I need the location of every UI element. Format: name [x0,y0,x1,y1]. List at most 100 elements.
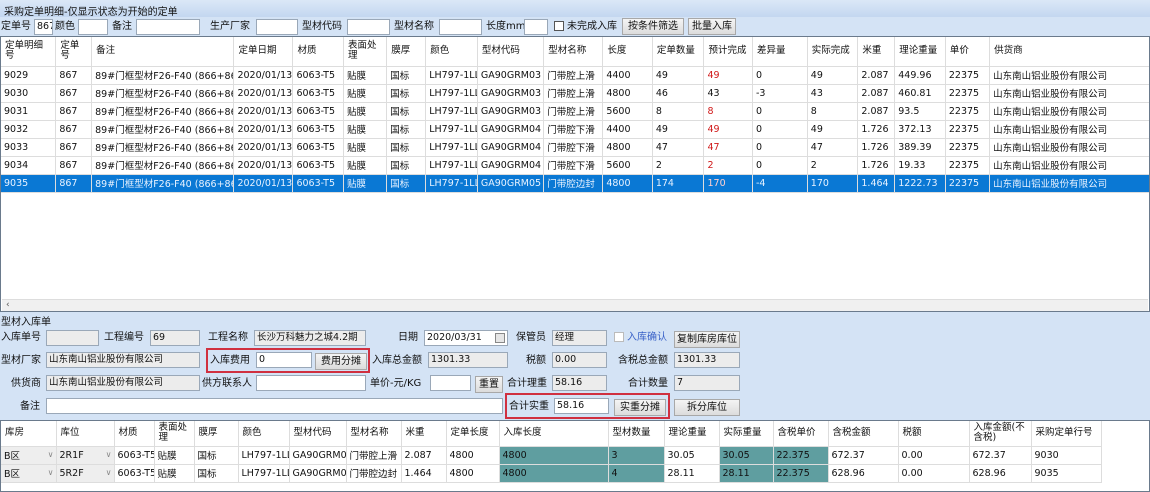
name-input[interactable] [439,19,482,35]
table-row[interactable]: 9031 867 89#门框型材F26-F40 (866+867) 2020/01/1… [1,102,1149,121]
receipt-no-input[interactable] [46,330,99,346]
column-header[interactable]: 理论重量 [664,421,720,446]
column-header[interactable]: 型材名称 [346,421,402,446]
confirm-checkbox[interactable] [614,332,624,342]
order-detail-grid[interactable]: 定单明细号 定单号 备注 定单日期 材质 表面处理 膜厚 颜色 型材代码 型材名称 长度 定单数量 预计… [0,36,1150,312]
column-header[interactable]: 膜厚 [386,37,427,66]
column-header[interactable]: 颜色 [238,421,290,446]
column-header[interactable]: 型材数量 [608,421,665,446]
column-header[interactable]: 定单长度 [446,421,500,446]
column-header[interactable]: 长度 [602,37,653,66]
fee-input[interactable]: 0 [256,352,312,368]
column-header[interactable]: 单价 [945,37,991,66]
chevron-down-icon[interactable]: ∨ [105,449,112,459]
batch-receive-button[interactable]: 批量入库 [688,18,736,35]
copy-location-button[interactable]: 复制库房库位 [674,331,740,348]
theo-weight-input[interactable]: 58.16 [552,375,607,391]
remark-input[interactable] [136,19,200,35]
reset-button[interactable]: 重置 [475,376,503,393]
contact-input[interactable] [256,375,366,391]
fee-allocate-button[interactable]: 费用分摊 [315,353,367,370]
table-row[interactable]: 9034 867 89#门框型材F26-F40 (866+867) 2020/01/1… [1,156,1149,175]
column-header[interactable]: 定单号 [55,37,93,66]
total-input[interactable]: 1301.33 [428,352,508,368]
keeper-input[interactable]: 经理 [552,330,607,346]
calendar-dropdown-icon[interactable] [495,333,505,343]
column-header[interactable]: 入库长度 [499,421,609,446]
column-header[interactable]: 定单明细号 [1,37,57,66]
date-picker[interactable]: 2020/03/31 [424,330,508,346]
table-row[interactable]: 9032 867 89#门框型材F26-F40 (866+867) 2020/01/1… [1,120,1149,139]
table-cell: 山东南山铝业股份有限公司 [989,66,1149,85]
column-header[interactable]: 实际完成 [807,37,859,66]
supplier-input[interactable]: 山东南山铝业股份有限公司 [46,375,200,391]
column-header[interactable]: 含税单价 [773,421,829,446]
order-no-input[interactable]: 867 [34,19,53,35]
column-header[interactable]: 预计完成 [703,37,753,66]
column-header[interactable]: 米重 [401,421,447,446]
column-header[interactable]: 实际重量 [719,421,774,446]
column-header[interactable]: 理论重量 [894,37,946,66]
column-header[interactable]: 入库金额(不含税) [969,421,1032,446]
column-header[interactable]: 米重 [857,37,896,66]
receipt-lines-grid[interactable]: 库房 库位 材质 表面处理 膜厚 颜色 型材代码 型材名称 米重 定单长度 入库长度 型材数量 理论重量… [0,420,1150,492]
split-location-button[interactable]: 拆分库位 [674,399,740,416]
horizontal-scrollbar[interactable]: ‹ [2,299,1148,311]
column-header[interactable]: 定单数量 [652,37,705,66]
actual-weight-allocate-button[interactable]: 实重分摊 [614,399,666,416]
location-dropdown[interactable]: 5R2F ∨ [56,464,115,483]
receipt-no-label: 入库单号 [1,332,41,343]
tax-input[interactable]: 0.00 [552,352,607,368]
cell-value: 4 [611,467,618,479]
table-cell: GA90GRM03 [477,102,545,121]
column-header[interactable]: 材质 [292,37,345,66]
chevron-down-icon[interactable]: ∨ [47,467,54,477]
project-name-input[interactable]: 长沙万科魅力之城4.2期 [254,330,366,346]
column-header[interactable]: 含税金额 [828,421,899,446]
column-header[interactable]: 型材名称 [543,37,604,66]
column-header[interactable]: 定单日期 [233,37,294,66]
location-dropdown[interactable]: B区 ∨ [1,464,57,483]
incomplete-checkbox[interactable] [554,21,564,31]
column-header[interactable]: 表面处理 [154,421,195,446]
column-header[interactable]: 颜色 [425,37,478,66]
remark-input[interactable] [46,398,503,414]
column-header[interactable]: 备注 [91,37,235,66]
table-row[interactable]: 9033 867 89#门框型材F26-F40 (866+867) 2020/01/1… [1,138,1149,157]
column-header[interactable]: 库房 [1,421,57,446]
table-row[interactable]: 9029 867 89#门框型材F26-F40 (866+867) 2020/01/1… [1,66,1149,85]
chevron-down-icon[interactable]: ∨ [47,449,54,459]
maker-input[interactable] [256,19,298,35]
column-header[interactable]: 供货商 [989,37,1149,66]
location-dropdown[interactable]: 2R1F ∨ [56,446,115,465]
table-cell: 46 [652,84,705,103]
filter-button[interactable]: 按条件筛选 [622,18,684,35]
column-header[interactable]: 税额 [898,421,970,446]
code-input[interactable] [347,19,390,35]
total-tax-input[interactable]: 1301.33 [674,352,740,368]
column-header[interactable]: 差异量 [752,37,808,66]
project-no-input[interactable]: 69 [150,330,200,346]
column-header[interactable]: 膜厚 [194,421,239,446]
column-header[interactable]: 型材代码 [477,37,545,66]
table-cell: 867 [55,84,93,103]
length-input[interactable] [524,19,548,35]
column-header[interactable]: 材质 [114,421,155,446]
location-dropdown[interactable]: B区 ∨ [1,446,57,465]
column-header[interactable]: 型材代码 [289,421,347,446]
scroll-left-icon[interactable]: ‹ [6,300,10,310]
actual-weight-input[interactable]: 58.16 [554,398,609,414]
color-input[interactable] [78,19,108,35]
table-row[interactable]: 9030 867 89#门框型材F26-F40 (866+867) 2020/01/1… [1,84,1149,103]
table-row[interactable]: 9035 867 89#门框型材F26-F40 (866+867) 2020/01/1… [1,174,1149,193]
qty-input[interactable]: 7 [674,375,740,391]
column-header[interactable]: 表面处理 [343,37,388,66]
price-input[interactable] [430,375,471,391]
maker-input[interactable]: 山东南山铝业股份有限公司 [46,352,200,368]
table-cell: 4400 [602,66,653,85]
column-header[interactable]: 采购定单行号 [1031,421,1102,446]
chevron-down-icon[interactable]: ∨ [105,467,112,477]
column-header[interactable]: 库位 [56,421,115,446]
